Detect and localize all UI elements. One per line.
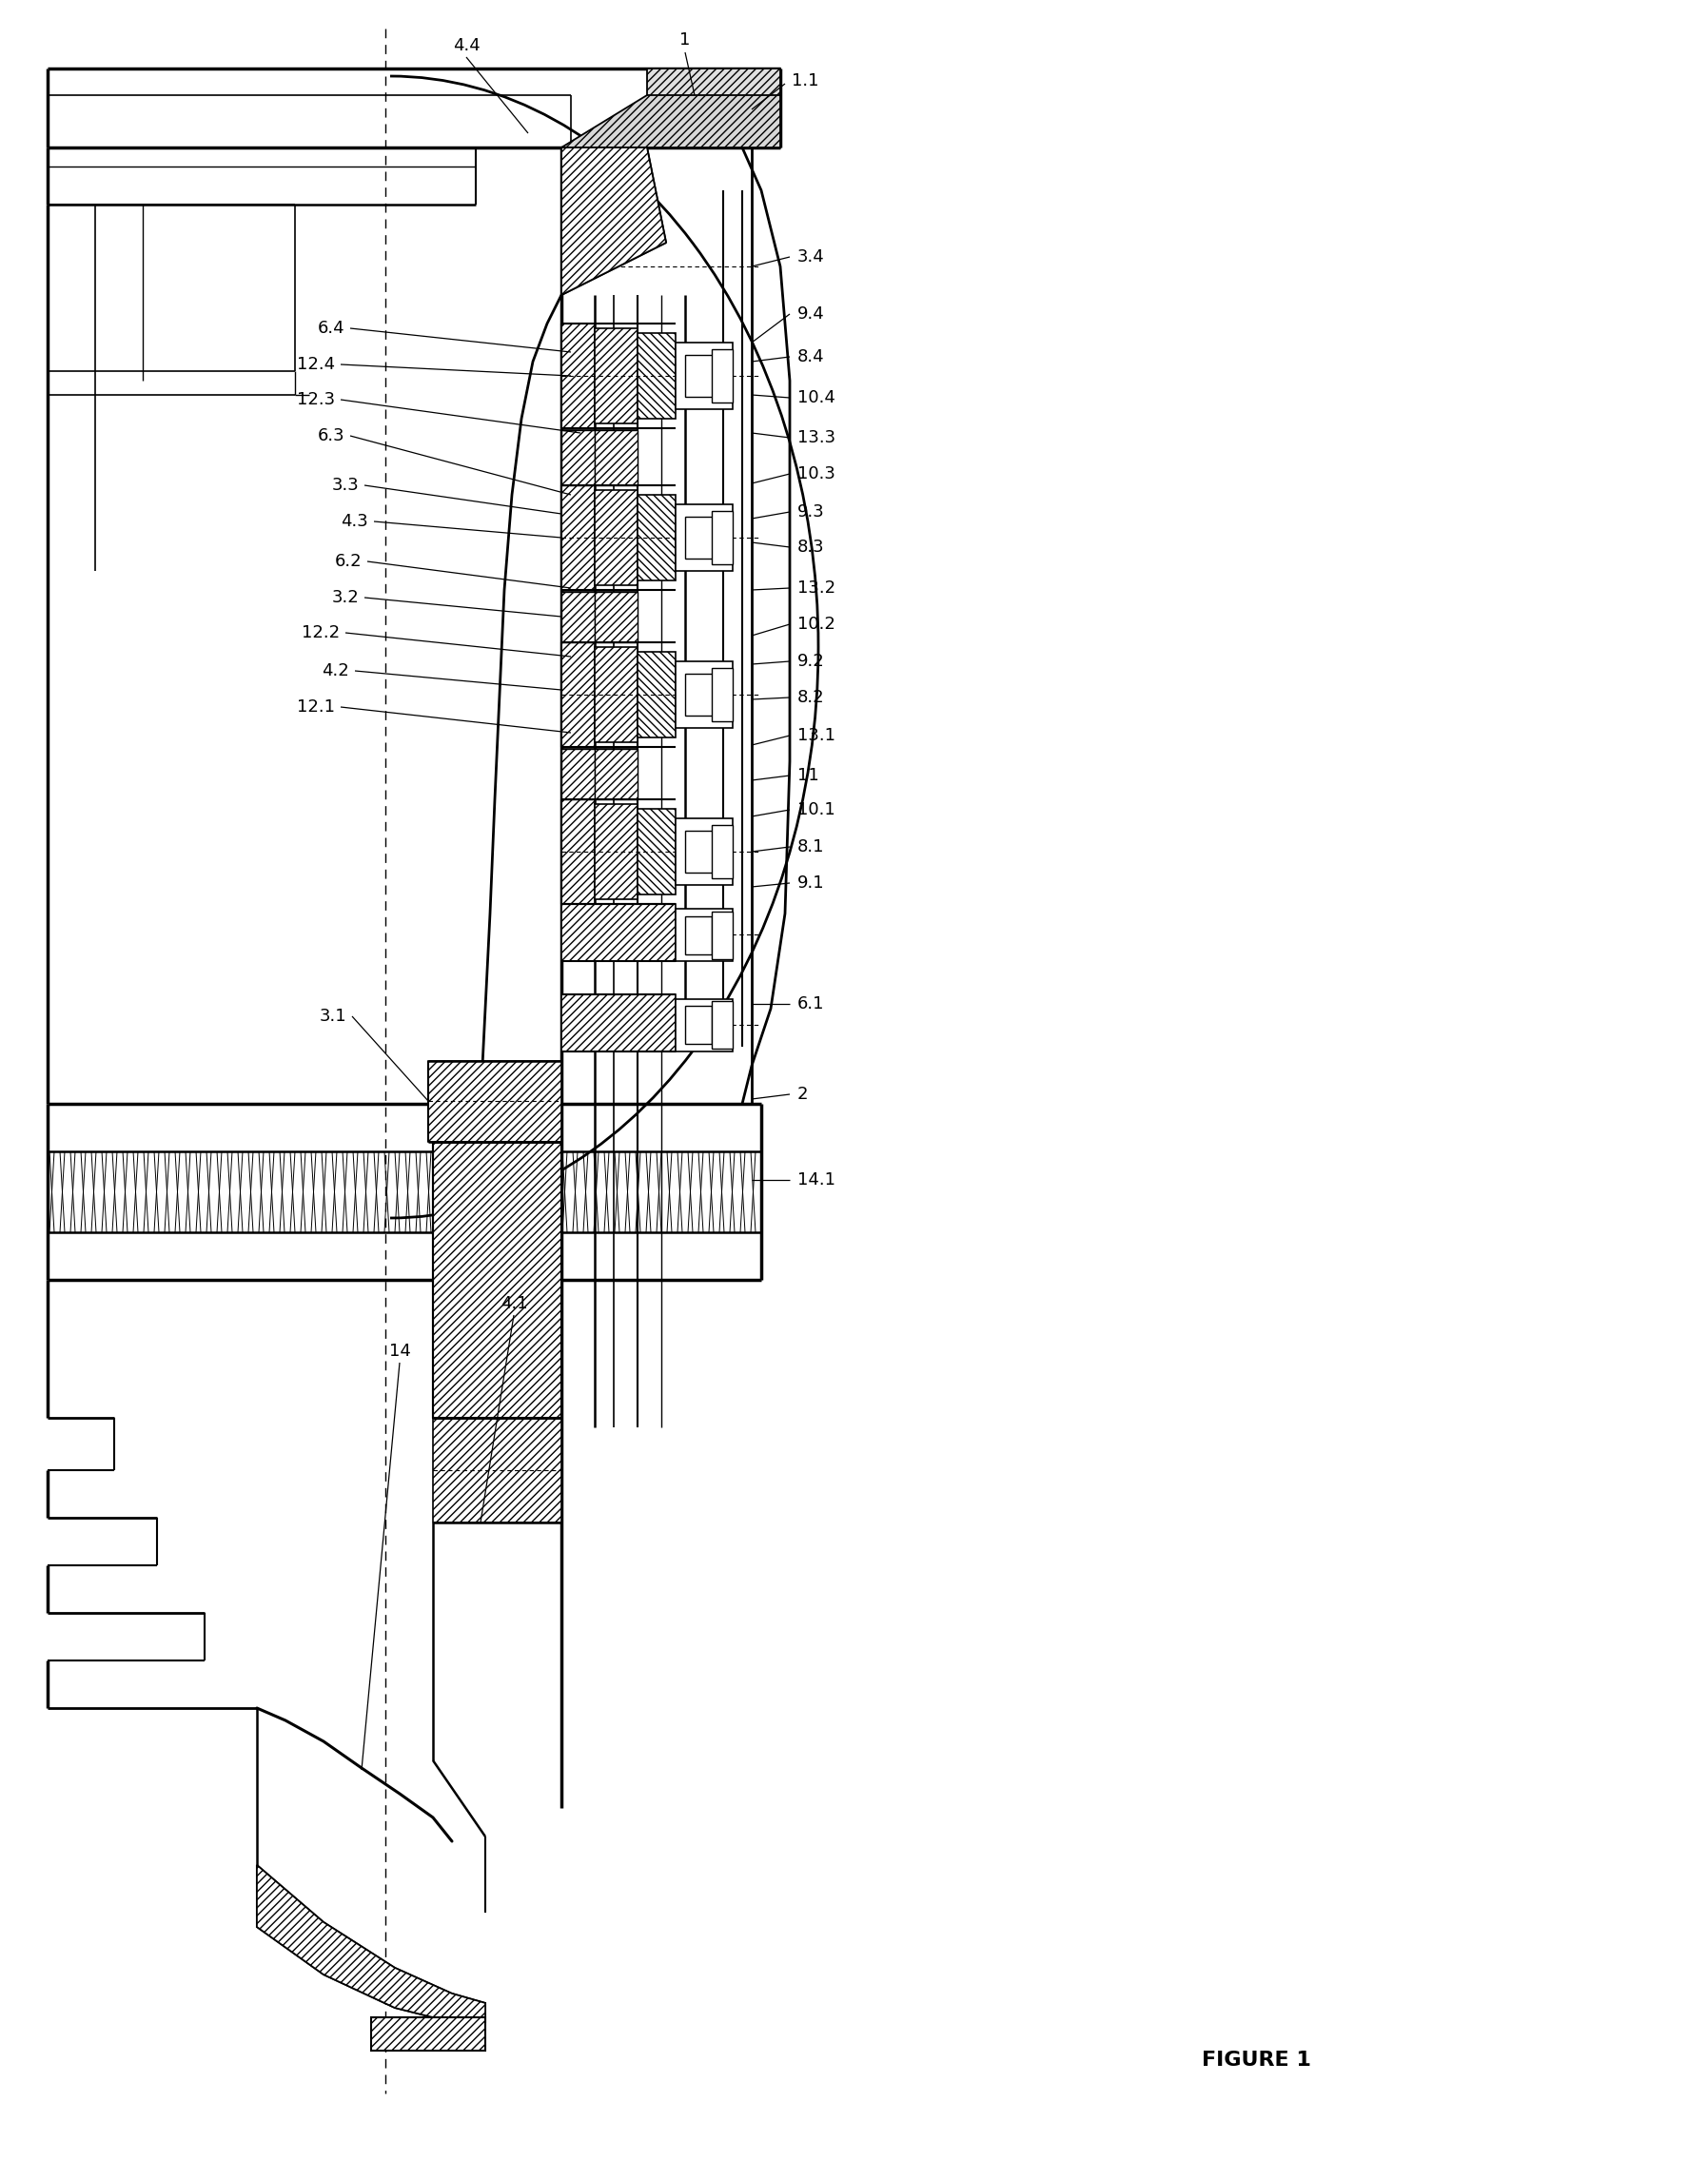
Polygon shape [562,903,676,962]
Bar [685,830,714,873]
Polygon shape [637,495,676,581]
Text: 6.2: 6.2 [335,553,362,571]
Text: 10.2: 10.2 [798,616,835,633]
Bar [712,912,733,959]
Bar [676,910,733,962]
Bar [712,668,733,722]
Bar [676,998,733,1052]
Text: 1: 1 [680,32,690,48]
Text: 9.4: 9.4 [798,305,825,322]
Polygon shape [562,994,676,1052]
Polygon shape [594,491,637,586]
Polygon shape [562,95,781,147]
Bar [676,504,733,571]
Text: 8.3: 8.3 [798,538,825,555]
Polygon shape [594,592,637,642]
Text: 4.2: 4.2 [321,661,348,679]
Polygon shape [432,1418,562,1524]
Polygon shape [594,804,637,899]
Polygon shape [647,69,781,147]
Polygon shape [371,2018,485,2051]
Text: 6.1: 6.1 [798,996,825,1014]
Text: 2: 2 [798,1085,808,1102]
Text: 10.4: 10.4 [798,389,835,406]
Polygon shape [432,1141,562,1418]
Text: 12.3: 12.3 [297,391,335,408]
Text: 11: 11 [798,767,820,784]
Text: 1.1: 1.1 [793,71,818,89]
Text: 9.3: 9.3 [798,504,825,521]
Text: 9.1: 9.1 [798,875,825,892]
Text: FIGURE 1: FIGURE 1 [1201,2051,1310,2070]
Bar [676,344,733,408]
Text: 6.4: 6.4 [318,320,345,337]
Bar [712,510,733,564]
Text: 14: 14 [389,1342,410,1359]
Polygon shape [594,430,637,486]
Polygon shape [562,800,594,903]
Polygon shape [594,646,637,741]
Bar [712,1001,733,1048]
Text: 12.2: 12.2 [302,625,340,642]
Text: 8.1: 8.1 [798,838,825,856]
Text: 12.4: 12.4 [297,357,335,374]
Text: 10.1: 10.1 [798,802,835,819]
Bar [676,819,733,886]
Polygon shape [562,750,594,800]
Polygon shape [594,750,637,800]
Bar [712,826,733,877]
Polygon shape [256,1865,485,2023]
Polygon shape [637,653,676,737]
Text: 8.2: 8.2 [798,689,825,707]
Text: 12.1: 12.1 [297,698,335,715]
Bar [685,516,714,558]
Polygon shape [256,1865,485,2023]
Text: 9.2: 9.2 [798,653,825,670]
Text: 6.3: 6.3 [318,428,345,445]
Text: 3.2: 3.2 [331,590,359,605]
Bar [685,354,714,398]
Polygon shape [562,592,594,642]
Polygon shape [562,147,666,296]
Polygon shape [637,808,676,895]
Text: 10.3: 10.3 [798,465,835,482]
Text: 14.1: 14.1 [798,1171,835,1189]
Polygon shape [562,324,594,428]
Polygon shape [562,430,594,486]
Polygon shape [429,1061,562,1141]
Polygon shape [562,642,594,748]
Polygon shape [594,328,637,424]
Text: 4.4: 4.4 [453,37,480,54]
Bar [676,661,733,728]
Text: 3.1: 3.1 [319,1007,347,1024]
Polygon shape [637,333,676,419]
Bar [712,350,733,402]
Text: 4.1: 4.1 [500,1294,528,1312]
Text: 13.3: 13.3 [798,430,835,447]
Text: 13.2: 13.2 [798,579,835,596]
Bar [685,674,714,715]
Text: 3.3: 3.3 [331,478,359,495]
Text: 8.4: 8.4 [798,348,825,365]
Text: 4.3: 4.3 [342,512,369,529]
Text: 3.4: 3.4 [798,249,825,266]
Polygon shape [562,486,594,590]
Bar [685,916,712,955]
Bar [685,1005,712,1044]
Text: 13.1: 13.1 [798,726,835,743]
